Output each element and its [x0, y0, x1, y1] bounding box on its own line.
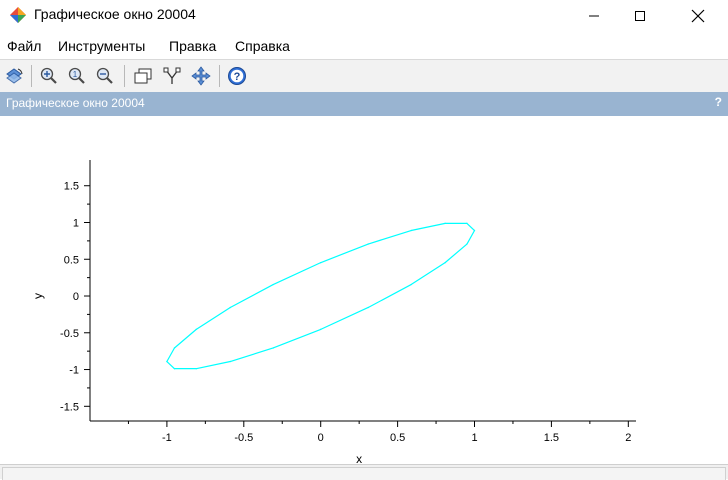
- maximize-icon: [635, 10, 645, 21]
- zoom-out-button[interactable]: [94, 65, 116, 87]
- zoom-in-button[interactable]: [38, 65, 60, 87]
- rotate-button[interactable]: [3, 65, 25, 87]
- x-tick-label: 2: [625, 432, 631, 444]
- x-tick-label: -1: [162, 432, 172, 444]
- axes-icon: [163, 67, 181, 84]
- datatip-button[interactable]: [132, 65, 154, 87]
- y-axis-label: y: [31, 293, 45, 299]
- data-point: [410, 229, 412, 232]
- help-icon: ?: [228, 67, 246, 85]
- pan-button[interactable]: [190, 65, 212, 87]
- window-title: Графическое окно 20004: [34, 6, 196, 22]
- data-point: [272, 347, 274, 349]
- data-point: [173, 368, 176, 370]
- data-point: [320, 262, 322, 264]
- data-point: [466, 222, 468, 224]
- data-point: [444, 262, 446, 264]
- panel-help-button[interactable]: ?: [714, 95, 722, 109]
- y-tick-label: 1.5: [64, 181, 79, 193]
- toolbar: 1 ?: [0, 59, 728, 93]
- minimize-icon: [589, 15, 599, 16]
- data-point: [466, 243, 468, 245]
- panel-title: Графическое окно 20004: [6, 96, 145, 110]
- help-button[interactable]: ?: [226, 65, 248, 87]
- graphic-panel-header: Графическое окно 20004 ?: [0, 92, 728, 116]
- svg-text:1: 1: [73, 70, 78, 79]
- data-point: [229, 360, 231, 363]
- menu-help[interactable]: Справка: [235, 38, 290, 54]
- scilab-app-icon: [10, 7, 26, 23]
- data-point: [195, 368, 197, 370]
- x-axis-label: x: [356, 452, 362, 464]
- y-tick-label: 0: [73, 291, 79, 303]
- axes: -1 -0.5 0 0.5 1 1.5 2 -1.5 -1 -0.5 0 0.5 1 1.5 x y: [31, 160, 636, 466]
- toolbar-separator: [31, 65, 32, 87]
- curve-layer: [166, 222, 476, 370]
- close-icon: [691, 9, 705, 22]
- minimize-button[interactable]: [568, 0, 620, 31]
- data-point: [367, 243, 369, 245]
- zoom-reset-button[interactable]: 1: [66, 65, 88, 87]
- zoom-out-icon: [96, 67, 113, 84]
- menu-tools[interactable]: Инструменты: [58, 38, 146, 54]
- axes-button[interactable]: [161, 65, 183, 87]
- svg-text:?: ?: [234, 71, 241, 83]
- data-point: [367, 306, 369, 309]
- y-tick-label: 1: [73, 217, 79, 229]
- menu-file[interactable]: Файл: [7, 38, 42, 54]
- x-tick-label: 1.5: [544, 432, 559, 444]
- data-point: [166, 360, 168, 363]
- toolbar-separator: [124, 65, 125, 87]
- y-tick-label: 0.5: [64, 254, 79, 266]
- rotate-icon: [6, 68, 23, 84]
- data-point: [272, 283, 274, 286]
- curve-series-0: [166, 222, 476, 370]
- menu-bar: Файл Инструменты Правка Справка: [0, 34, 728, 58]
- status-field: [2, 467, 726, 480]
- status-bar: [0, 464, 728, 480]
- x-tick-label: 1: [471, 432, 477, 444]
- title-bar: Графическое окно 20004: [0, 0, 728, 31]
- close-button[interactable]: [672, 0, 724, 31]
- plot-area[interactable]: -1 -0.5 0 0.5 1 1.5 2 -1.5 -1 -0.5 0 0.5 1 1.5 x y: [0, 116, 728, 466]
- data-point: [473, 229, 476, 232]
- chart[interactable]: -1 -0.5 0 0.5 1 1.5 2 -1.5 -1 -0.5 0 0.5 1 1.5 x y: [0, 116, 728, 466]
- data-point: [444, 222, 446, 224]
- zoom-reset-icon: 1: [68, 67, 85, 84]
- data-point: [229, 306, 231, 309]
- datatip-icon: [134, 68, 152, 84]
- y-tick-label: -0.5: [60, 328, 79, 340]
- data-point: [320, 328, 322, 330]
- x-tick-label: 0.5: [390, 432, 405, 444]
- pan-icon: [191, 66, 211, 86]
- y-tick-label: -1: [69, 365, 79, 377]
- data-point: [173, 347, 176, 349]
- data-point: [195, 328, 197, 330]
- x-tick-label: 0: [318, 432, 324, 444]
- data-point: [410, 283, 412, 286]
- maximize-button[interactable]: [614, 0, 666, 31]
- menu-edit[interactable]: Правка: [169, 38, 217, 54]
- toolbar-separator: [219, 65, 220, 87]
- y-tick-label: -1.5: [60, 401, 79, 413]
- zoom-in-icon: [40, 67, 57, 84]
- x-tick-label: -0.5: [234, 432, 253, 444]
